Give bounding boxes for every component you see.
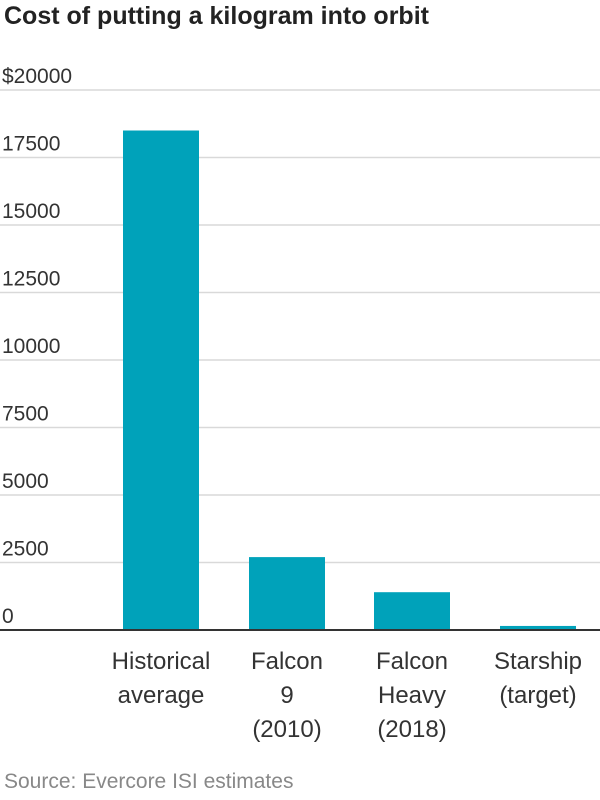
bar: [123, 130, 199, 630]
x-tick-label-line: 9: [280, 682, 293, 709]
x-tick-label-line: average: [118, 682, 205, 709]
x-tick-label-line: Falcon: [376, 648, 448, 675]
x-tick-label: Historical average: [112, 648, 211, 709]
bar: [500, 625, 576, 630]
x-tick-label: Falcon Heavy (2018): [376, 648, 448, 743]
bar: [249, 557, 325, 630]
x-tick-label: Falcon 9 (2010): [251, 648, 323, 743]
source-note: Source: Evercore ISI estimates: [4, 770, 294, 793]
bar: [374, 592, 450, 630]
y-tick-label: 5000: [2, 470, 49, 493]
x-tick-label-line: (2018): [377, 716, 446, 743]
x-tick-label-line: (2010): [252, 716, 321, 743]
y-tick-label: 12500: [2, 268, 60, 291]
y-tick-label: 2500: [2, 538, 49, 561]
x-tick-label-line: Historical: [112, 648, 211, 675]
x-tick-label-line: (target): [499, 682, 576, 709]
x-tick-label-line: Falcon: [251, 648, 323, 675]
x-tick-label: Starship (target): [494, 648, 582, 709]
y-tick-label: 7500: [2, 403, 49, 426]
x-tick-label-line: Starship: [494, 648, 582, 675]
y-tick-label: $20000: [2, 65, 72, 88]
y-tick-label: 17500: [2, 133, 60, 156]
y-tick-label: 0: [2, 605, 14, 628]
chart-title: Cost of putting a kilogram into orbit: [4, 2, 429, 30]
y-tick-label: 15000: [2, 200, 60, 223]
x-tick-label-line: Heavy: [378, 682, 446, 709]
y-tick-label: 10000: [2, 335, 60, 358]
